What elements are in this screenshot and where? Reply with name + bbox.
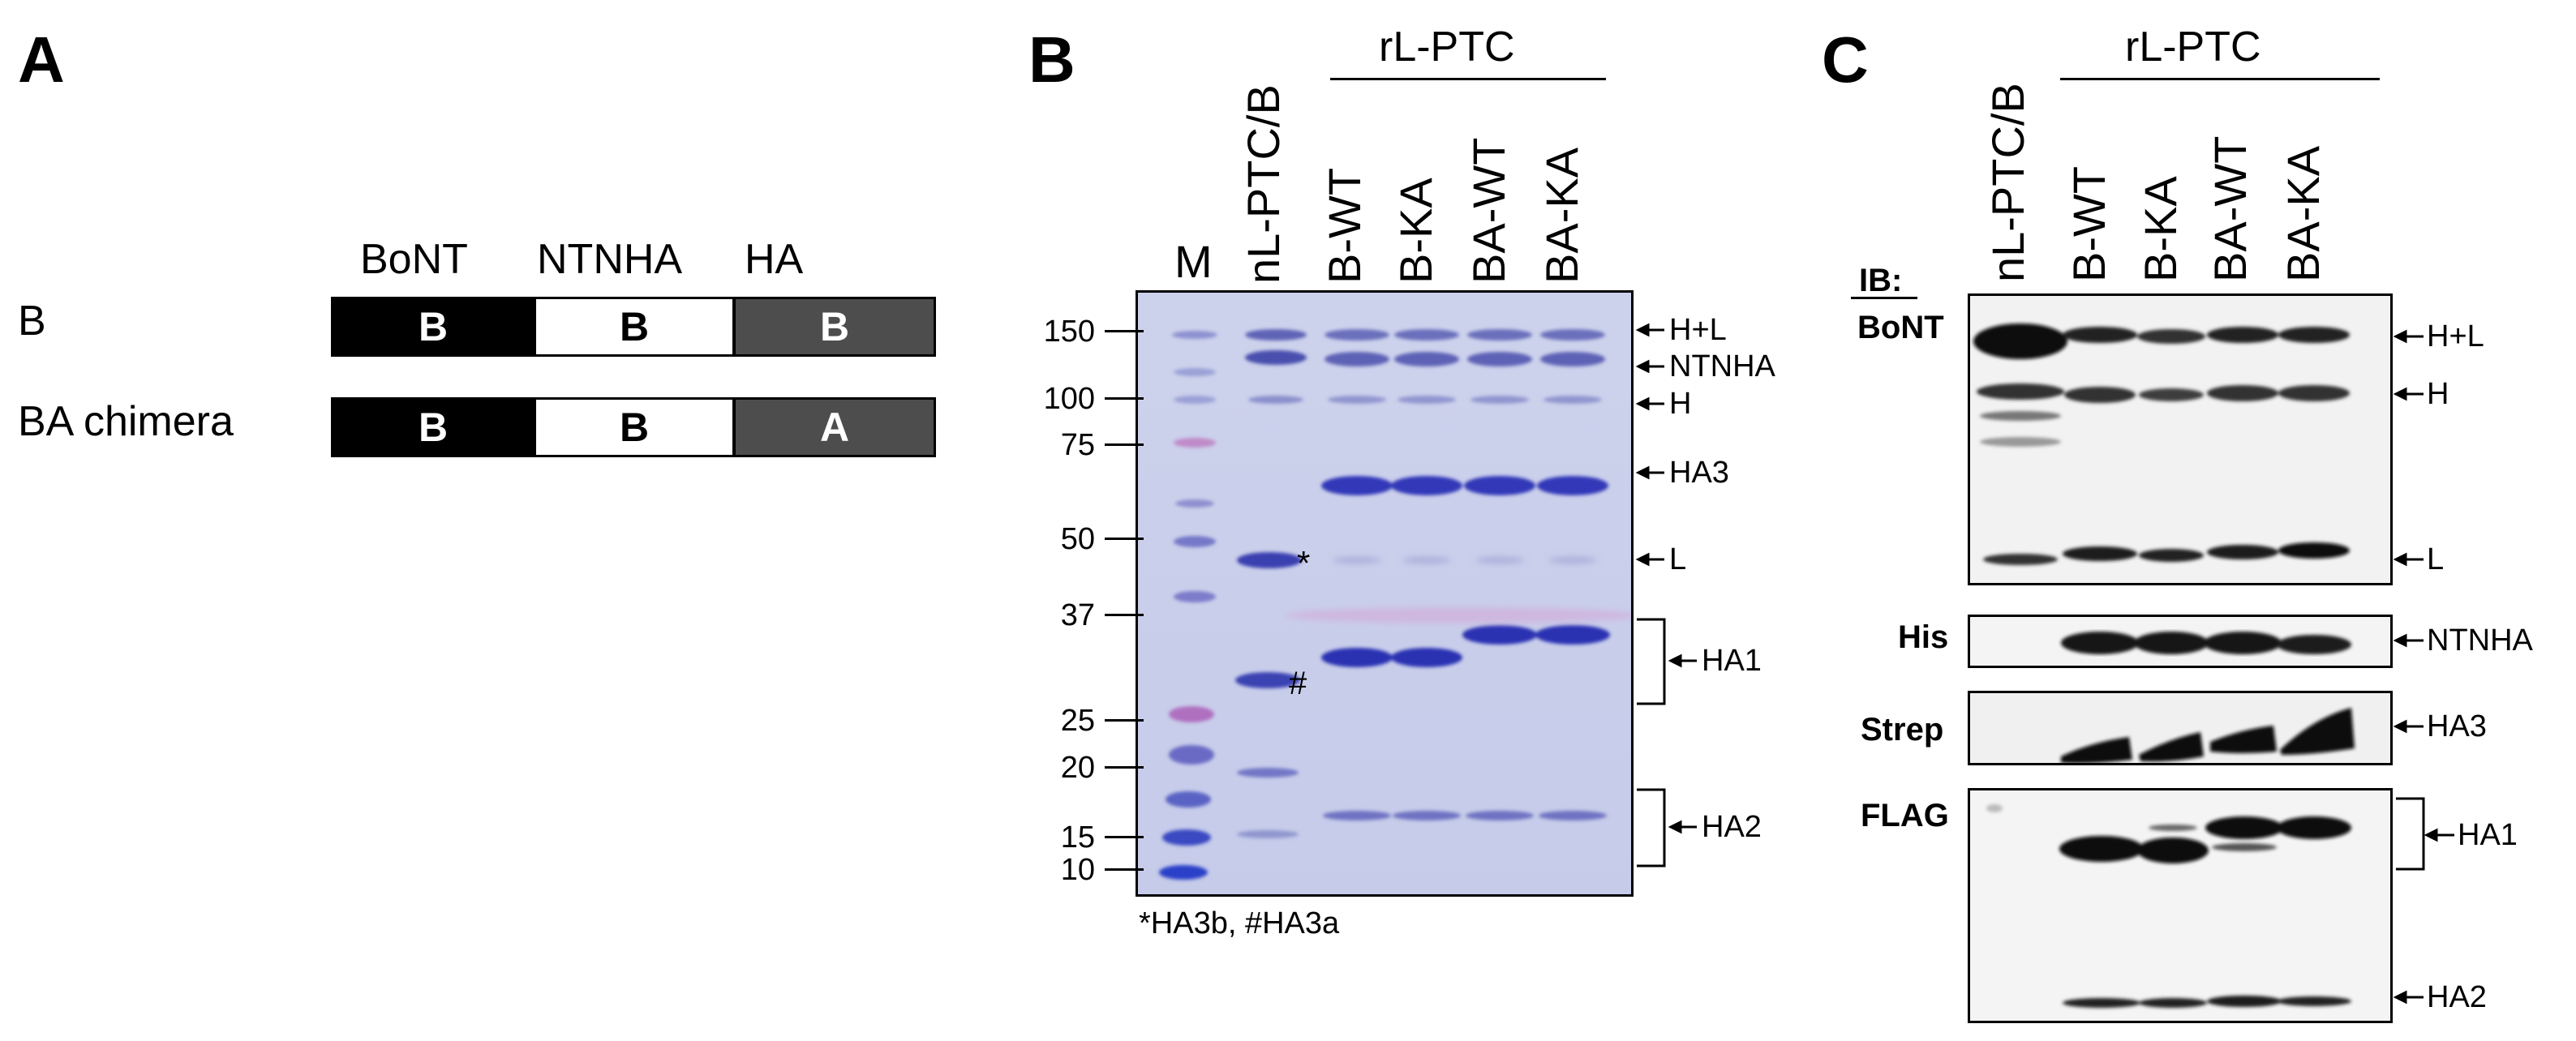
ib-flag: FLAG <box>1861 798 1949 833</box>
mw-tick-25 <box>1105 719 1144 722</box>
c-label-h: H <box>2427 377 2449 411</box>
mw-15: 15 <box>1060 820 1095 855</box>
mw-tick-15 <box>1105 836 1144 838</box>
c-group-label: rL-PTC <box>2125 24 2261 71</box>
mw-25: 25 <box>1060 704 1095 738</box>
b-lane-ba-ka: BA-KA <box>1536 147 1587 284</box>
ib-label: IB: <box>1859 263 1903 298</box>
c-lane-nl-ptc-b: nL-PTC/B <box>1982 83 2033 282</box>
segment-bont-b: B <box>331 297 535 357</box>
blot-bont <box>1968 293 2393 585</box>
b-label-ntnha: NTNHA <box>1669 349 1775 383</box>
ib-strep: Strep <box>1861 712 1944 748</box>
mw-tick-20 <box>1105 766 1144 769</box>
b-label-ha3: HA3 <box>1669 456 1729 490</box>
b-group-label: rL-PTC <box>1379 24 1515 71</box>
b-lane-ba-wt: BA-WT <box>1463 137 1514 284</box>
b-label-ha1: HA1 <box>1702 644 1762 678</box>
mw-tick-50 <box>1105 538 1144 540</box>
c-label-l: L <box>2427 542 2445 576</box>
b-lane-b-ka: B-KA <box>1390 178 1441 284</box>
b-lane-m: M <box>1174 236 1213 287</box>
blot-strep <box>1968 691 2393 765</box>
c-label-ha2: HA2 <box>2427 980 2487 1014</box>
mw-100: 100 <box>1043 382 1095 416</box>
b-footnote: *HA3b, #HA3a <box>1139 906 1340 940</box>
row-label-b: B <box>18 298 46 345</box>
mw-tick-75 <box>1105 443 1144 446</box>
mw-10: 10 <box>1060 853 1095 887</box>
c-label-ntnha: NTNHA <box>2427 623 2533 658</box>
blot-bont-bands <box>1973 323 2350 565</box>
header-bont: BoNT <box>360 236 468 283</box>
panel-c-letter: C <box>1822 24 1869 96</box>
mw-tick-37 <box>1105 614 1144 616</box>
blot-strep-bands <box>2061 708 2355 763</box>
c-label-ha1: HA1 <box>2458 818 2518 852</box>
panel-a-letter: A <box>18 24 65 96</box>
row-label-ba-chimera: BA chimera <box>18 398 234 445</box>
c-label-ha3: HA3 <box>2427 709 2487 743</box>
mw-75: 75 <box>1060 428 1095 462</box>
header-ha: HA <box>745 236 804 283</box>
blot-flag-bands <box>1986 804 2351 1008</box>
blot-his-bands <box>2061 632 2351 654</box>
coomassie-gel: * # <box>1136 290 1634 897</box>
c-lane-ba-ka: BA-KA <box>2278 145 2329 282</box>
mw-tick-150 <box>1105 330 1144 332</box>
blot-flag <box>1968 788 2393 1023</box>
ib-underline <box>1851 297 1917 299</box>
blot-his <box>1968 615 2393 668</box>
b-lane-nl-ptc-b: nL-PTC/B <box>1238 84 1289 284</box>
panel-b-letter: B <box>1028 24 1075 96</box>
c-label-h-l: H+L <box>2427 319 2484 353</box>
b-label-l: L <box>1669 542 1687 576</box>
b-label-h-l: H+L <box>1669 313 1727 347</box>
c-lane-ba-wt: BA-WT <box>2205 135 2256 282</box>
c-group-line <box>2060 78 2380 80</box>
c-lane-b-wt: B-WT <box>2063 165 2114 282</box>
mw-tick-100 <box>1105 397 1144 400</box>
mw-tick-10 <box>1105 868 1144 871</box>
ib-bont: BoNT <box>1857 310 1944 345</box>
b-label-ha2: HA2 <box>1702 810 1762 844</box>
segment-bont-ba: B <box>331 397 535 457</box>
segment-ha-ba: A <box>733 397 936 457</box>
segment-ntnha-ba: B <box>534 397 735 457</box>
ib-his: His <box>1898 619 1949 655</box>
header-ntnha: NTNHA <box>537 236 683 283</box>
mw-50: 50 <box>1060 522 1095 556</box>
asterisk-mark: * <box>1297 544 1311 582</box>
b-group-line <box>1330 78 1606 80</box>
c-lane-b-ka: B-KA <box>2135 176 2186 282</box>
mw-150: 150 <box>1043 315 1095 349</box>
b-label-h: H <box>1669 387 1692 421</box>
segment-ha-b: B <box>733 297 936 357</box>
hash-mark: # <box>1289 666 1307 701</box>
b-lane-b-wt: B-WT <box>1319 167 1370 284</box>
segment-ntnha-b: B <box>534 297 735 357</box>
mw-20: 20 <box>1060 751 1095 785</box>
mw-37: 37 <box>1060 598 1095 632</box>
gel-bands <box>1138 293 1631 894</box>
